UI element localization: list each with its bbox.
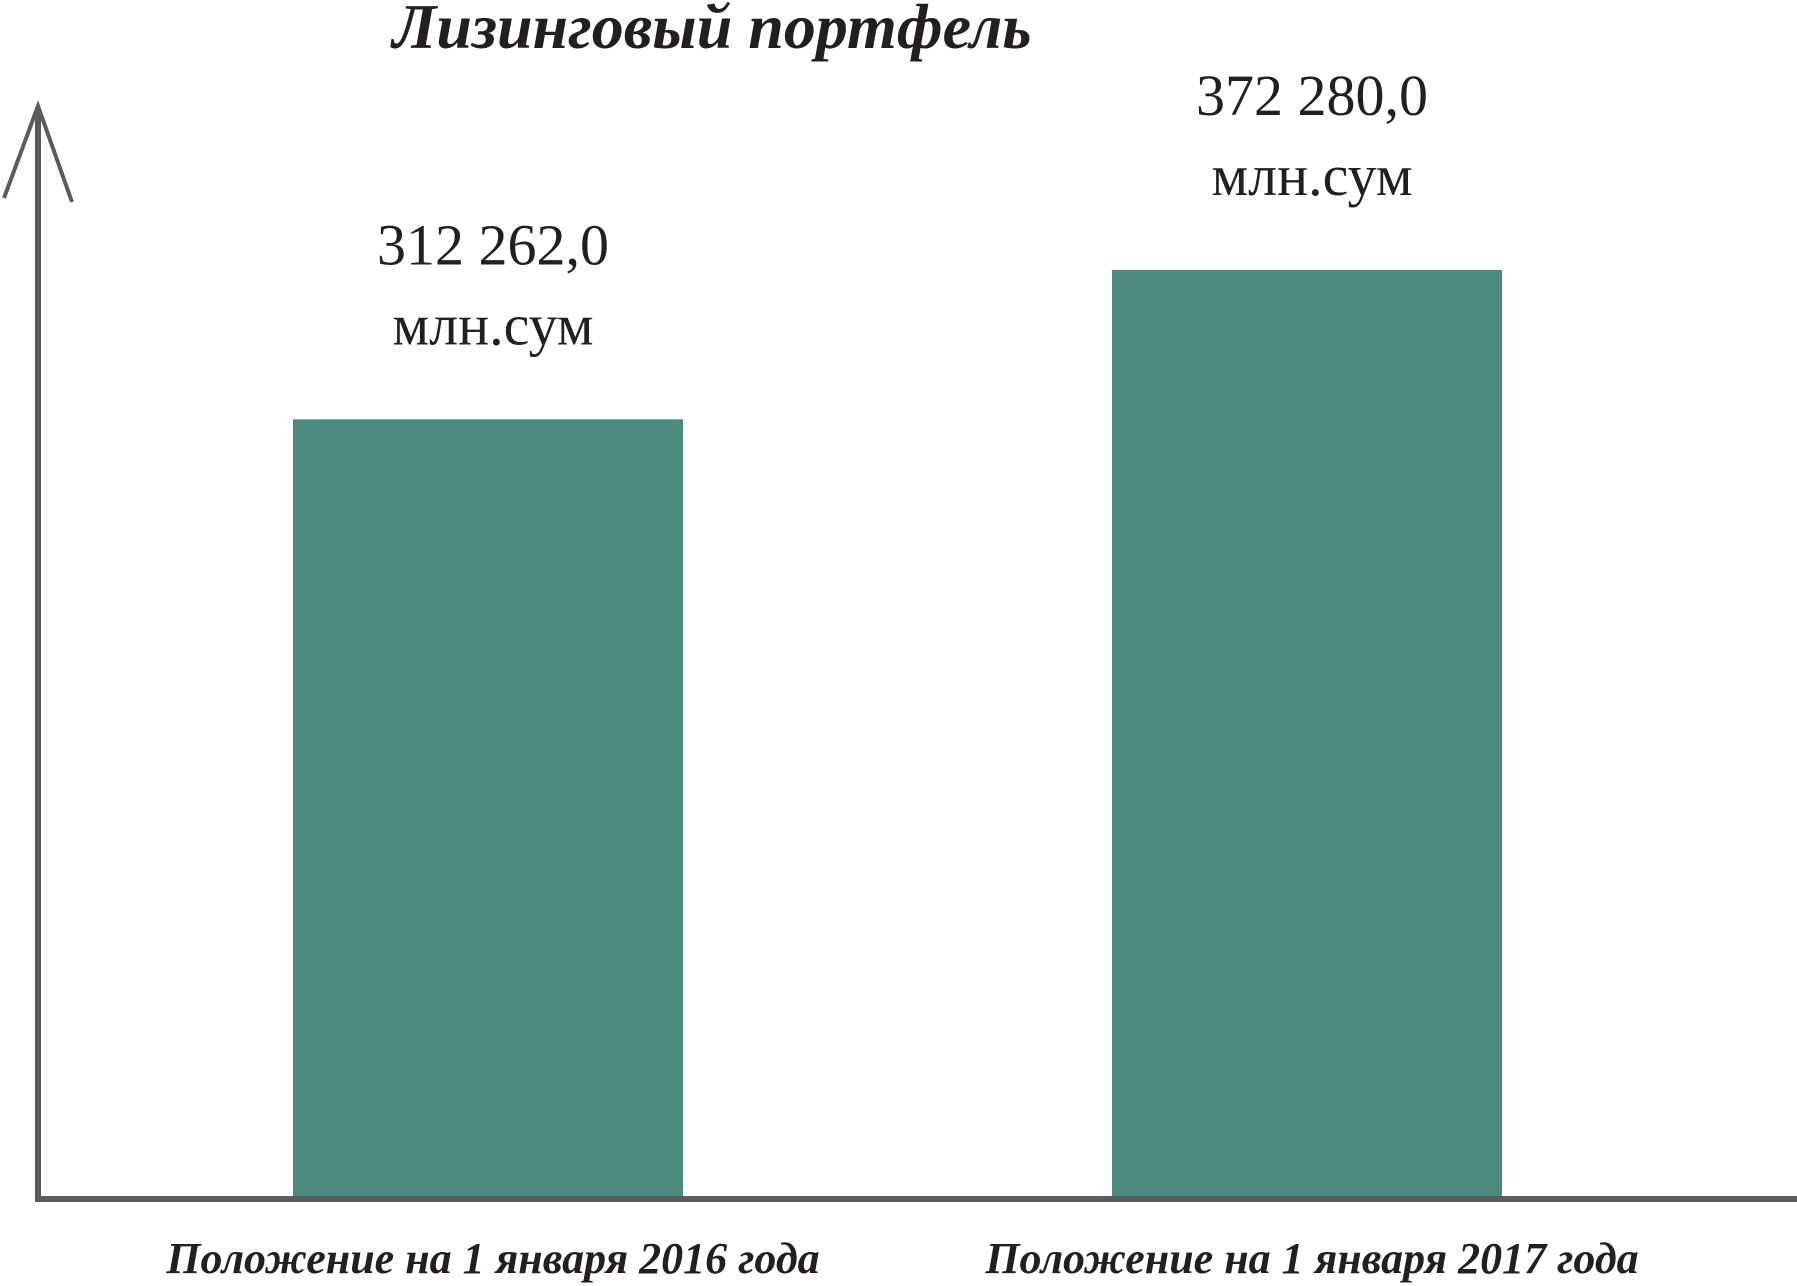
value-labels-group: 312 262,0 млн.сум 372 280,0 млн.сум [377, 63, 1428, 357]
bars-group [293, 270, 1502, 1196]
category-labels-group: Положение на 1 января 2016 года Положение… [165, 1234, 1638, 1283]
bar-2 [1112, 270, 1502, 1196]
bar-unit-label-2: млн.сум [1211, 143, 1412, 208]
bar-1 [293, 419, 683, 1196]
axes [2, 100, 1797, 1202]
bar-value-label-1: 312 262,0 [377, 212, 609, 277]
bar-unit-label-1: млн.сум [392, 292, 593, 357]
category-label-2: Положение на 1 января 2017 года [984, 1234, 1638, 1283]
bar-value-label-2: 372 280,0 [1196, 63, 1428, 128]
chart-title: Лизинговый портфель [389, 0, 1031, 62]
y-axis-arrow-icon [2, 100, 74, 203]
category-label-1: Положение на 1 января 2016 года [165, 1234, 819, 1283]
